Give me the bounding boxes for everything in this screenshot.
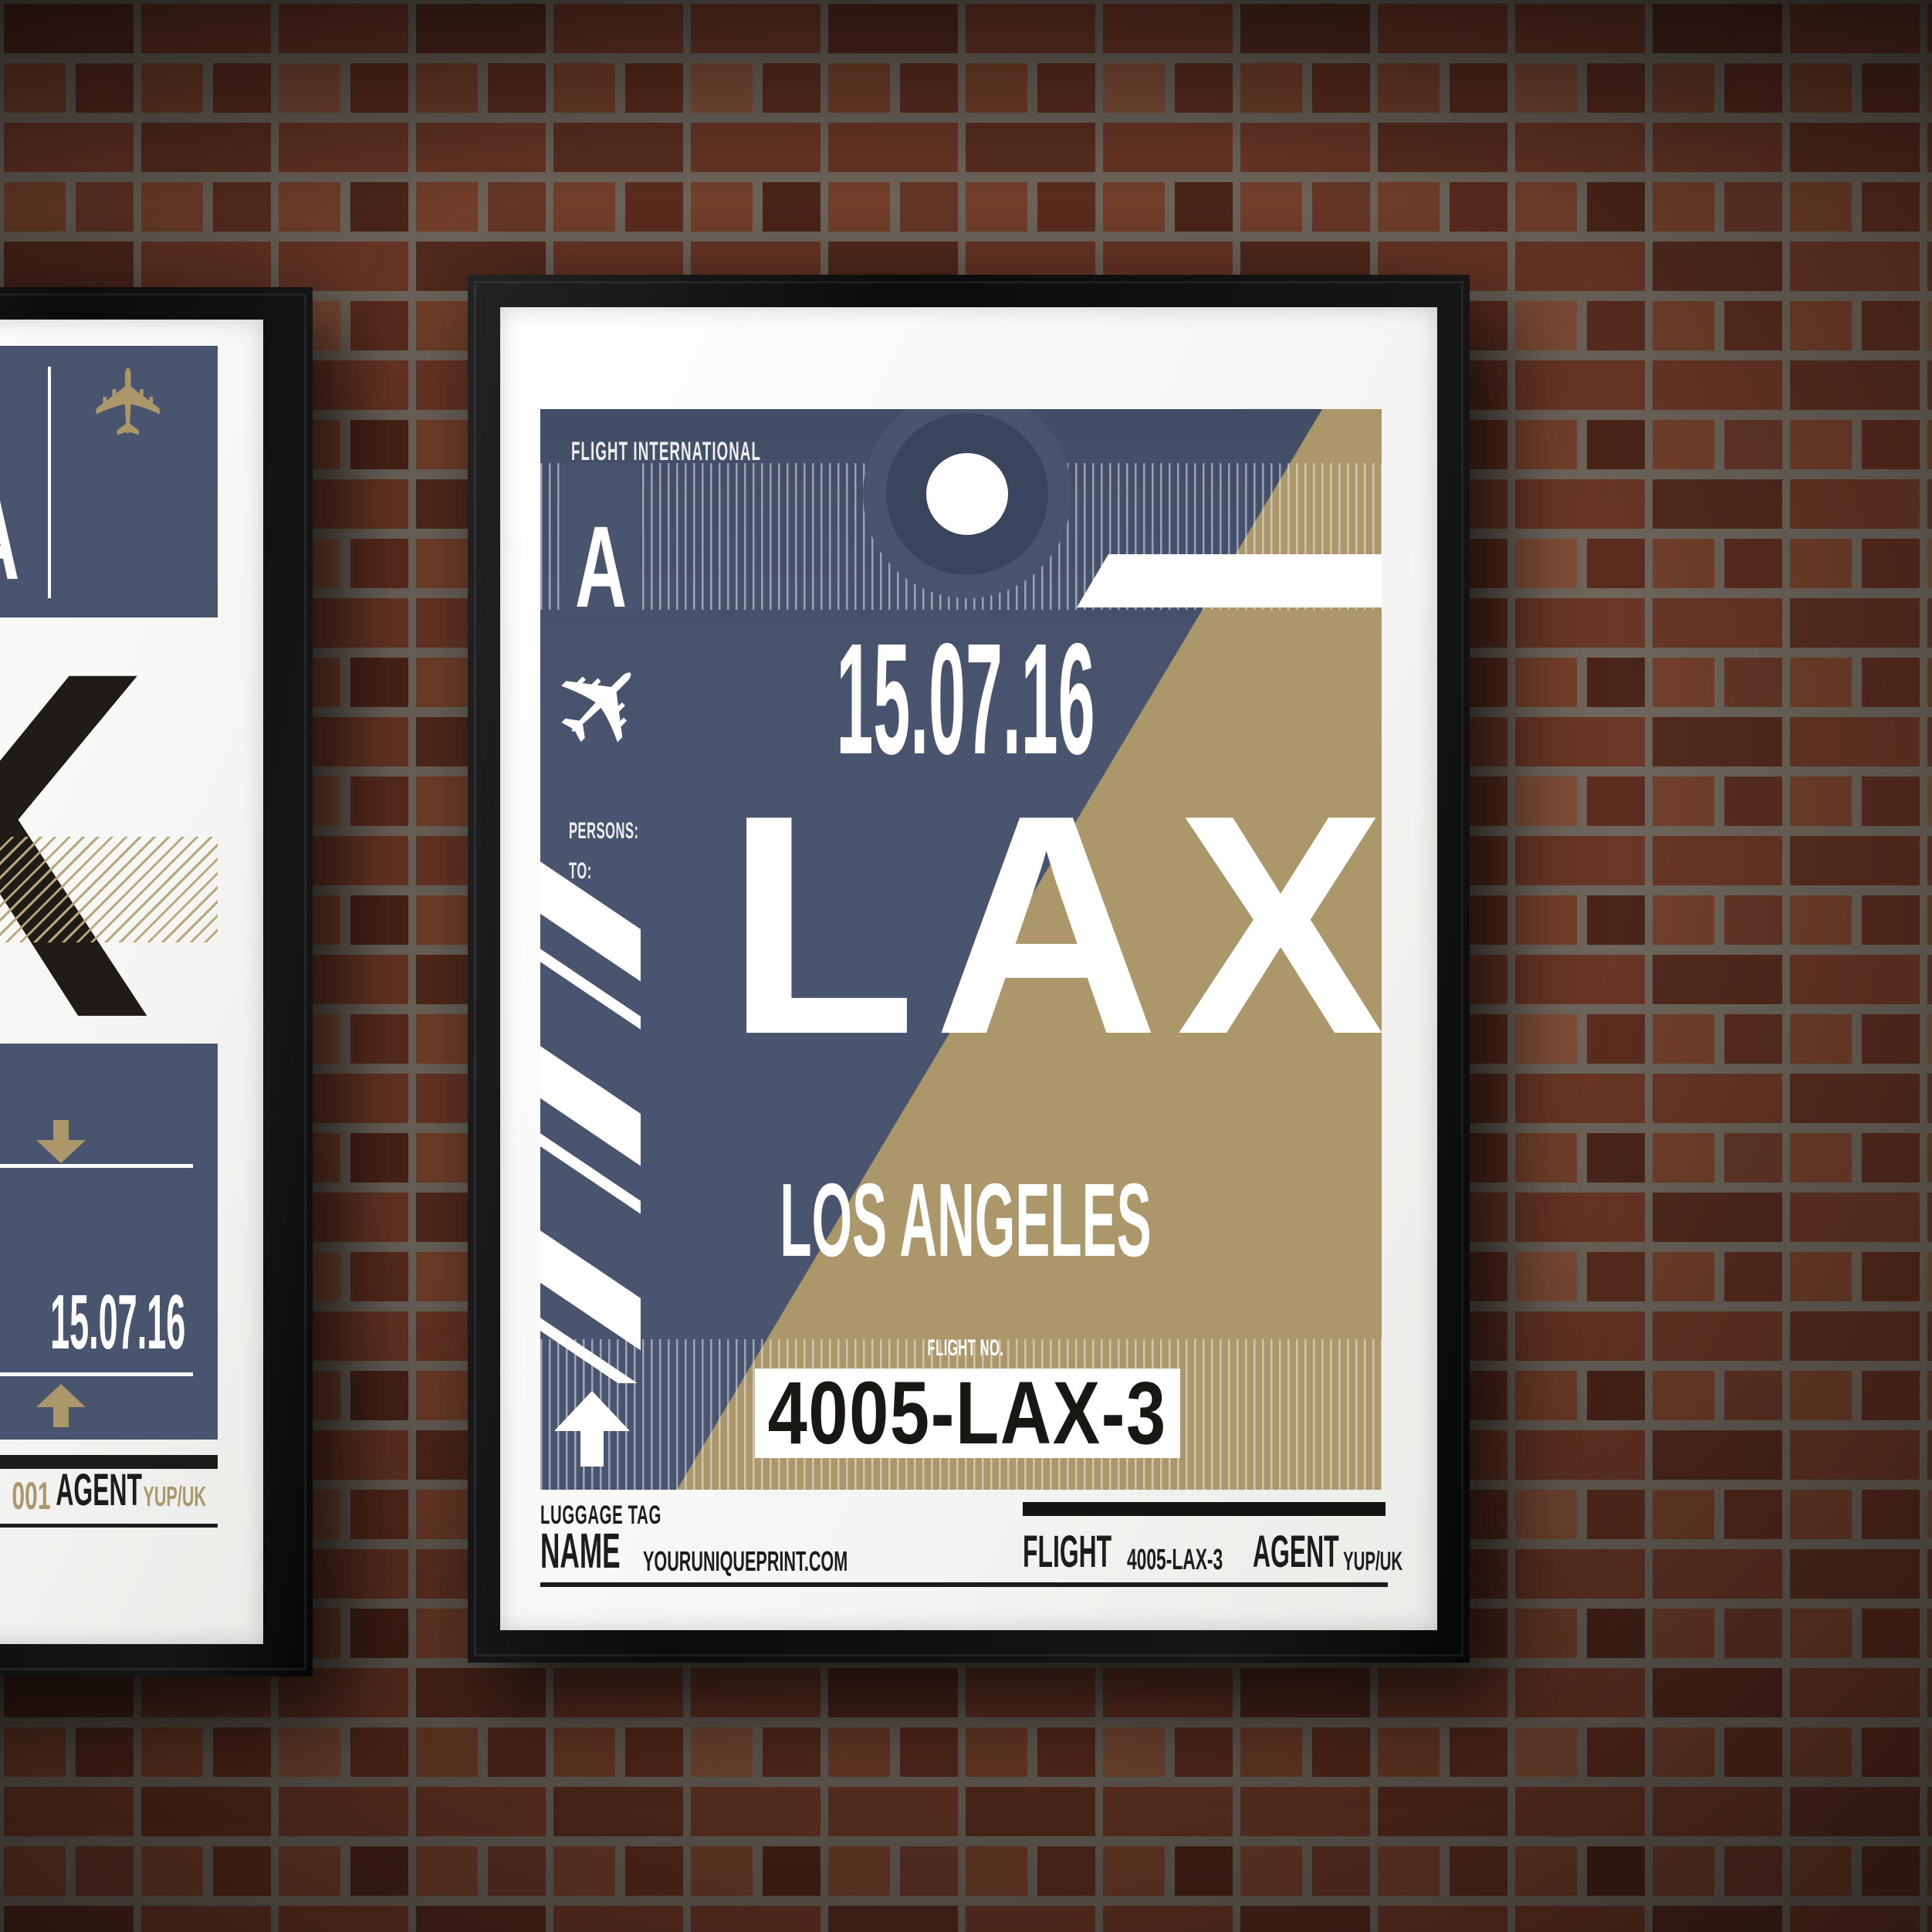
name-value: YOURUNIQUEPRINT.COM: [643, 1545, 848, 1577]
airport-code: LAX: [726, 749, 1382, 1099]
luggage-tag-graphic: A FLIGHT INTERNATIONAL ✈ 15.07.16 PERSON…: [540, 409, 1382, 1490]
chevron-stripe: [540, 1010, 641, 1271]
gate-letter: A: [574, 502, 628, 631]
left-gate-letter: A: [0, 481, 19, 597]
chevron-stripes: [540, 826, 641, 1383]
main-poster-frame: A FLIGHT INTERNATIONAL ✈ 15.07.16 PERSON…: [468, 275, 1470, 1663]
flight-no-box: 4005-LAX-3: [755, 1364, 1180, 1463]
white-diagonal-band: [1077, 554, 1382, 607]
persons-label: PERSONS:: [569, 818, 639, 844]
footer-rule: [540, 1582, 1388, 1587]
left-date-block: 15.07.16: [0, 1044, 218, 1440]
left-poster-frame: A ✈ K 15.07.16 001 AGENT YUP/UK: [0, 287, 313, 1677]
to-label: TO:: [569, 858, 592, 884]
left-gate-block: A ✈: [0, 346, 218, 617]
flight-label: FLIGHT: [1023, 1527, 1112, 1577]
city-name: LOS ANGELES: [780, 1162, 1152, 1278]
left-agent-label: AGENT: [56, 1465, 142, 1515]
left-footer-rule: [0, 1524, 218, 1528]
footer-bar: [1023, 1502, 1386, 1516]
tag-date: 15.07.16: [836, 611, 1095, 787]
left-flight-number: 001: [11, 1474, 50, 1518]
arrow-up-icon: [36, 1384, 86, 1427]
left-date: 15.07.16: [49, 1279, 185, 1365]
luggage-tag-label: LUGGAGE TAG: [540, 1501, 661, 1530]
main-poster-paper: A FLIGHT INTERNATIONAL ✈ 15.07.16 PERSON…: [500, 307, 1437, 1630]
hole-punch-center: [926, 453, 1008, 535]
gate-column: A: [560, 463, 641, 631]
plane-icon: ✈: [540, 623, 685, 787]
flight-no-label: FLIGHT NO.: [927, 1335, 1004, 1361]
left-divider-line: [48, 367, 51, 598]
flight-value: 4005-LAX-3: [1127, 1544, 1223, 1576]
plane-up-icon: ✈: [76, 362, 184, 441]
left-poster-paper: A ✈ K 15.07.16 001 AGENT YUP/UK: [0, 320, 263, 1644]
tag-header: FLIGHT INTERNATIONAL: [571, 437, 762, 466]
arrow-down-icon: [36, 1120, 86, 1163]
left-hatch-band: [0, 837, 218, 942]
agent-value: YUP/UK: [1343, 1547, 1403, 1576]
left-agent-value: YUP/UK: [143, 1480, 206, 1512]
left-footer-bar: [0, 1455, 218, 1469]
left-rule-bottom: [0, 1372, 193, 1376]
arrow-up-icon: [554, 1391, 630, 1467]
agent-label: AGENT: [1253, 1527, 1339, 1577]
name-label: NAME: [540, 1523, 621, 1578]
flight-no-value: 4005-LAX-3: [767, 1364, 1168, 1463]
left-rule-top: [0, 1164, 193, 1168]
